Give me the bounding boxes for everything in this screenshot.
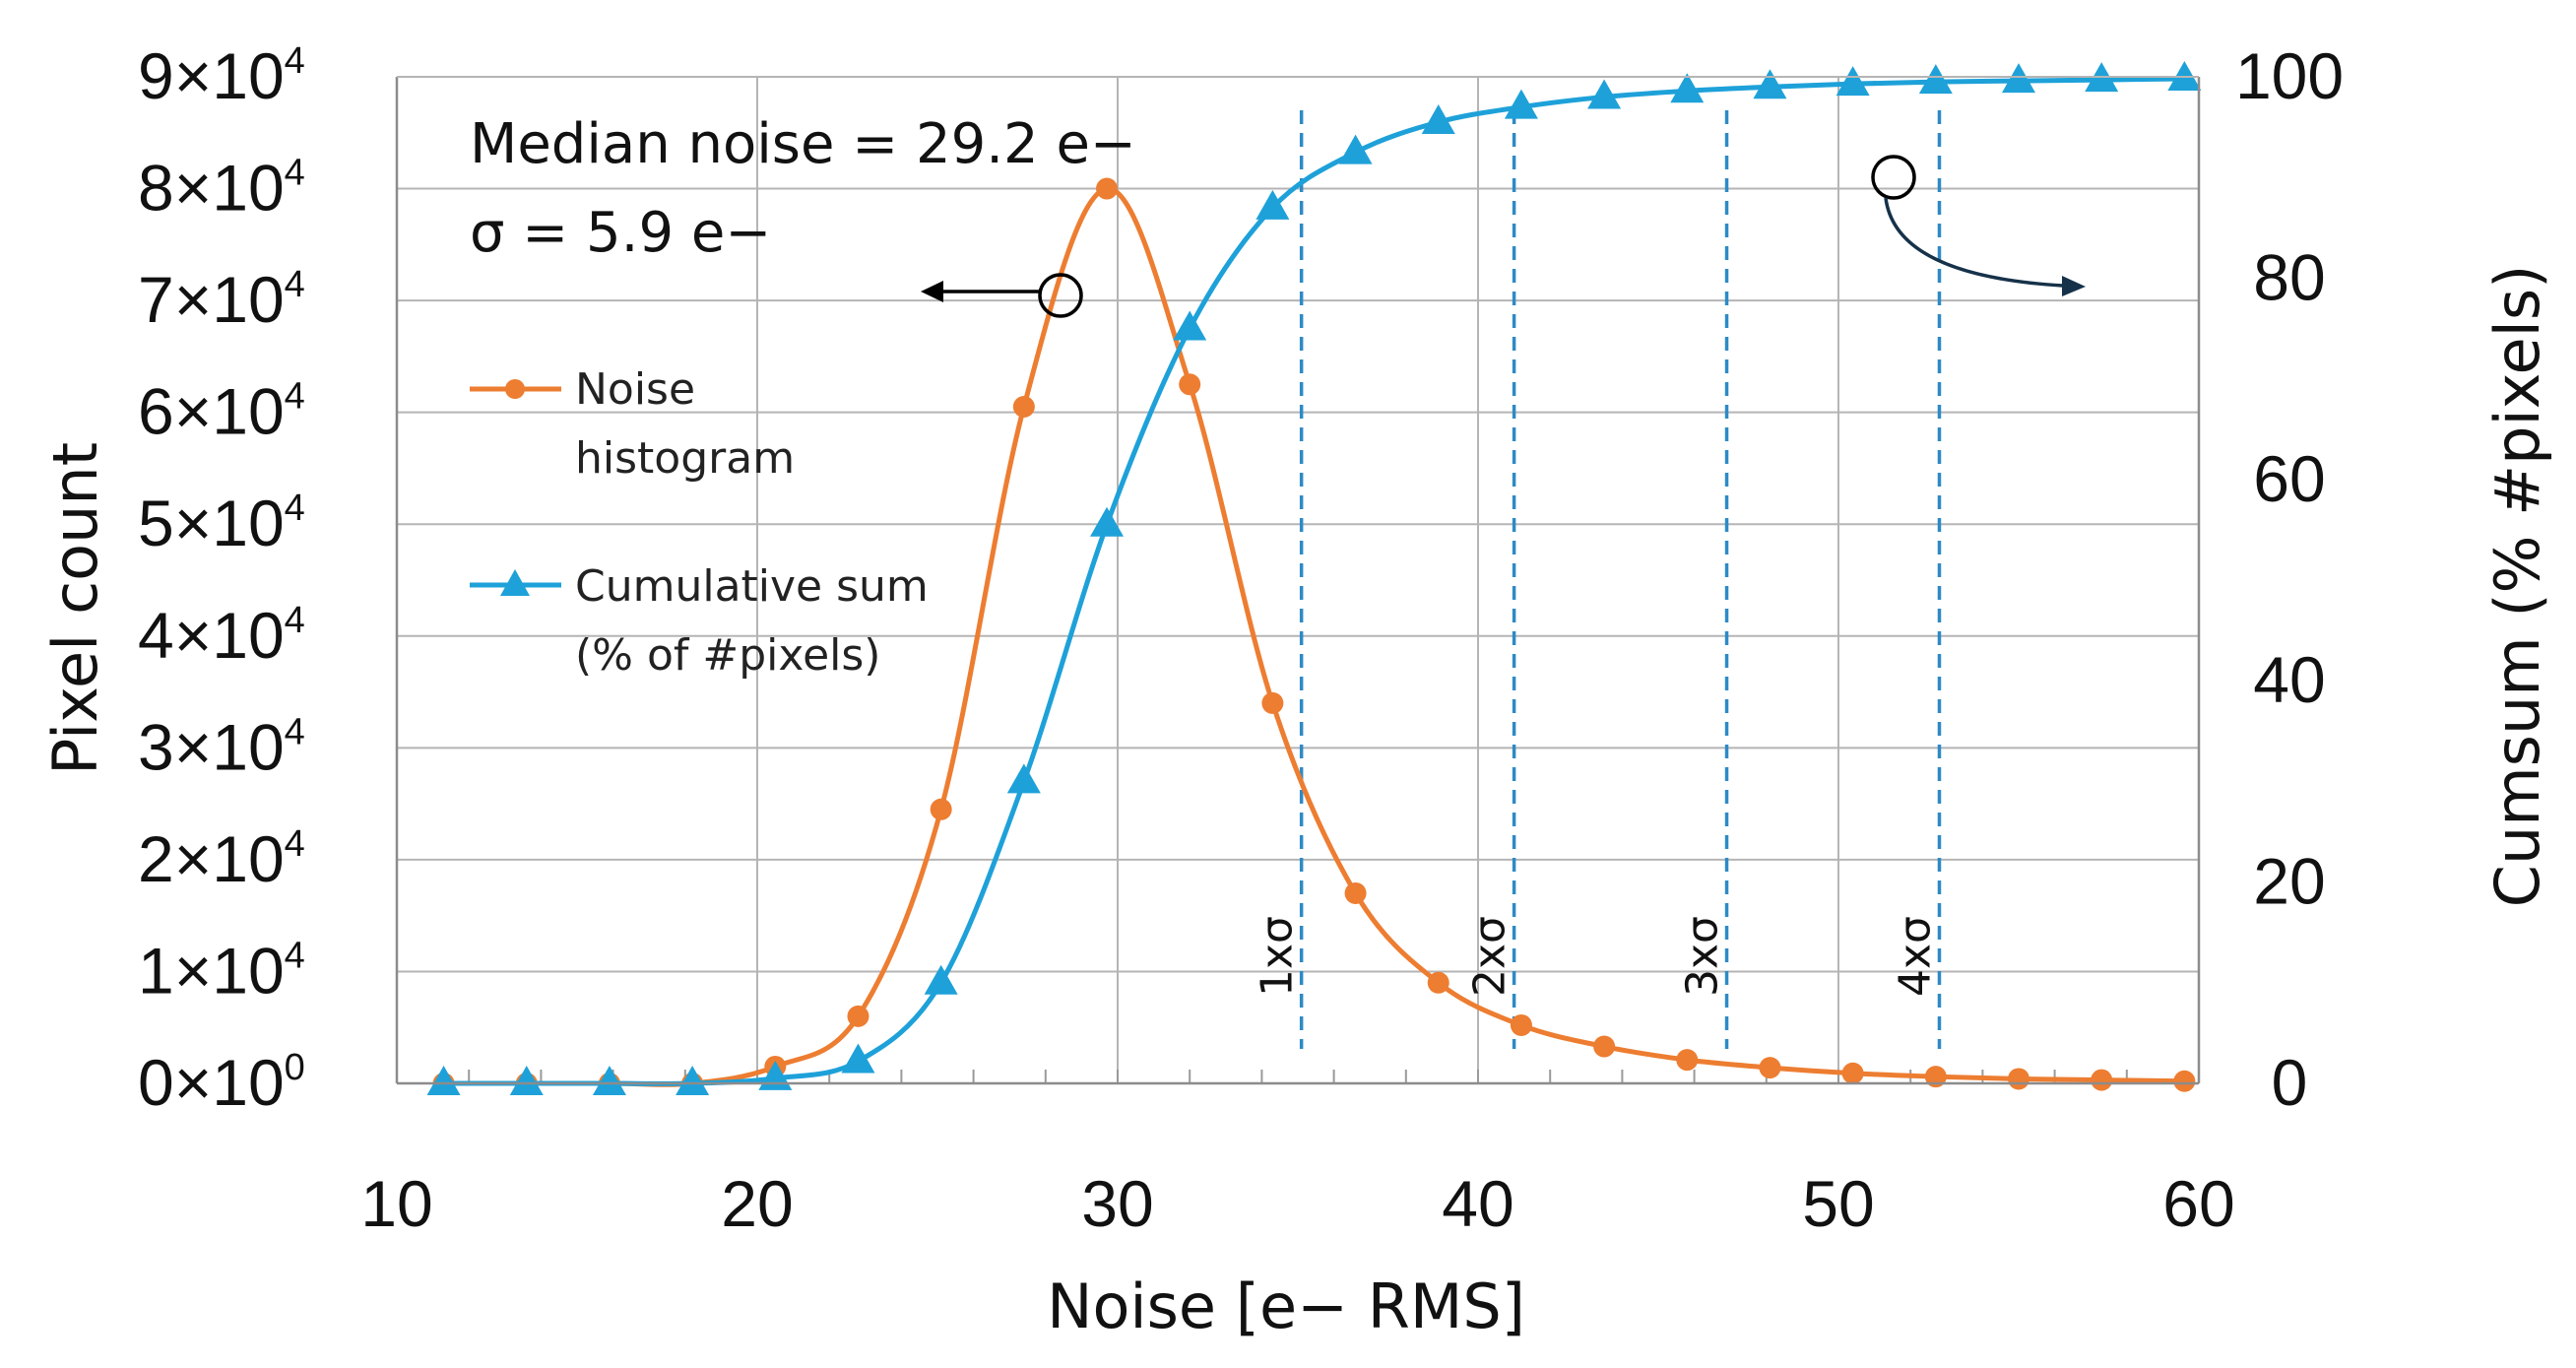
sigma-label-3: 3xσ — [1678, 916, 1728, 997]
noise-histogram-point — [1261, 691, 1284, 714]
left-axis-marker-circle — [1038, 273, 1083, 318]
cumulative-sum-point — [509, 1066, 544, 1095]
y-left-tick-label: 3×104 — [138, 710, 305, 783]
cumulative-sum-point — [1753, 69, 1787, 99]
noise-histogram-point — [1096, 177, 1119, 200]
noise-histogram-point — [2173, 1070, 2196, 1092]
median-noise-annotation: Median noise = 29.2 e− — [470, 112, 1136, 176]
legend-item-cumulative-sum: Cumulative sum (% of #pixels) — [470, 561, 929, 681]
x-tick-label: 20 — [721, 1167, 793, 1240]
y-left-tick-label: 2×104 — [138, 822, 305, 895]
y-axis-right-title: Cumsum (% #pixels) — [2481, 265, 2553, 908]
y-left-tick-label: 9×104 — [138, 39, 305, 112]
y-right-tick-label: 20 — [2253, 845, 2325, 918]
axes: 10 20 30 40 50 60 0×100 1×104 2×104 3×104 4×104 5×1… — [138, 39, 2344, 1240]
y-left-tick-label: 4×104 — [138, 599, 305, 672]
noise-histogram-point — [1924, 1066, 1947, 1088]
legend: Noise histogram Cumulative sum (% of #pi… — [470, 364, 929, 681]
noise-histogram-point — [1179, 373, 1201, 396]
plot-background — [397, 77, 2199, 1083]
legend-noise-label-line1: Noise — [575, 364, 695, 415]
noise-histogram-point — [1427, 971, 1449, 994]
noise-histogram-point — [847, 1005, 869, 1027]
cumulative-sum-point — [1338, 134, 1373, 164]
x-tick-label: 60 — [2162, 1167, 2234, 1240]
cumulative-sum-point — [676, 1066, 710, 1095]
right-axis-arrow — [1871, 155, 2086, 296]
left-axis-arrow-head — [921, 281, 943, 302]
cumulative-sum-line — [443, 76, 2185, 1086]
y-right-tick-label: 40 — [2253, 643, 2325, 716]
y-right-tick-label: 100 — [2235, 39, 2344, 112]
noise-histogram-point — [2008, 1068, 2029, 1090]
cumulative-sum-point — [1006, 763, 1041, 794]
right-axis-arrow-head — [2062, 276, 2086, 296]
legend-cumsum-label-line2: (% of #pixels) — [575, 630, 880, 681]
right-axis-marker-circle — [1871, 155, 1916, 200]
cumulative-sum-point — [1918, 64, 1953, 95]
noise-histogram-point — [1344, 881, 1367, 904]
x-tick-label: 10 — [360, 1167, 432, 1240]
y-left-tick-label: 5×104 — [138, 487, 305, 559]
cumulative-sum-point — [841, 1043, 875, 1074]
cumulative-sum-point — [426, 1066, 461, 1095]
noise-histogram-point — [1676, 1049, 1699, 1072]
sigma-annotation: σ = 5.9 e− — [470, 201, 771, 265]
plot-area — [397, 77, 2199, 1083]
legend-noise-marker — [505, 379, 525, 399]
cumulative-sum-point — [592, 1066, 626, 1095]
cumulative-sum-point — [1256, 189, 1290, 220]
cumulative-sum-point — [924, 964, 958, 995]
left-axis-arrow — [921, 273, 1083, 318]
y-left-tick-label: 1×104 — [138, 934, 305, 1007]
y-left-tick-label: 6×104 — [138, 375, 305, 448]
y-right-tick-label: 80 — [2253, 240, 2325, 313]
y-right-tick-label: 0 — [2272, 1046, 2308, 1119]
x-tick-label: 30 — [1081, 1167, 1153, 1240]
sigma-lines: 1xσ 2xσ 3xσ 4xσ — [1253, 110, 1942, 1049]
noise-histogram-point — [2091, 1069, 2113, 1091]
cumulative-sum-point — [1670, 73, 1705, 103]
series-layer — [426, 61, 2202, 1095]
x-tick-label: 40 — [1442, 1167, 1513, 1240]
noise-histogram-point — [1841, 1062, 1864, 1084]
y-left-tick-label: 7×104 — [138, 263, 305, 336]
cumulative-sum-point — [1587, 79, 1622, 109]
cumulative-sum-point — [1835, 66, 1870, 97]
y-axis-left-title: Pixel count — [39, 442, 111, 775]
noise-histogram-point — [1593, 1035, 1616, 1058]
cumulative-sum-point — [2002, 63, 2035, 94]
cumulative-sum-point — [1504, 89, 1538, 119]
cumulative-sum-point — [1421, 103, 1455, 134]
sigma-label-1: 1xσ — [1253, 916, 1303, 997]
sigma-label-2: 2xσ — [1465, 916, 1515, 997]
legend-cumsum-label-line1: Cumulative sum — [575, 561, 929, 612]
y-left-tick-label: 0×100 — [138, 1046, 305, 1119]
y-right-tick-label: 60 — [2253, 442, 2325, 515]
noise-histogram-point — [1510, 1013, 1532, 1036]
legend-cumsum-marker — [500, 569, 530, 596]
legend-noise-label-line2: histogram — [575, 433, 795, 484]
x-tick-label: 50 — [1802, 1167, 1874, 1240]
right-axis-arrow-line — [1884, 197, 2064, 288]
noise-histogram-point — [930, 798, 952, 820]
noise-histogram-point — [1012, 395, 1035, 418]
sigma-label-4: 4xσ — [1890, 916, 1940, 997]
noise-histogram-point — [1759, 1057, 1781, 1079]
x-axis-title: Noise [e− RMS] — [1047, 1270, 1525, 1342]
cumulative-sum-point — [1090, 506, 1125, 537]
cumulative-sum-point — [1173, 310, 1207, 341]
y-left-tick-label: 8×104 — [138, 152, 305, 225]
legend-item-noise-histogram: Noise histogram — [470, 364, 795, 484]
